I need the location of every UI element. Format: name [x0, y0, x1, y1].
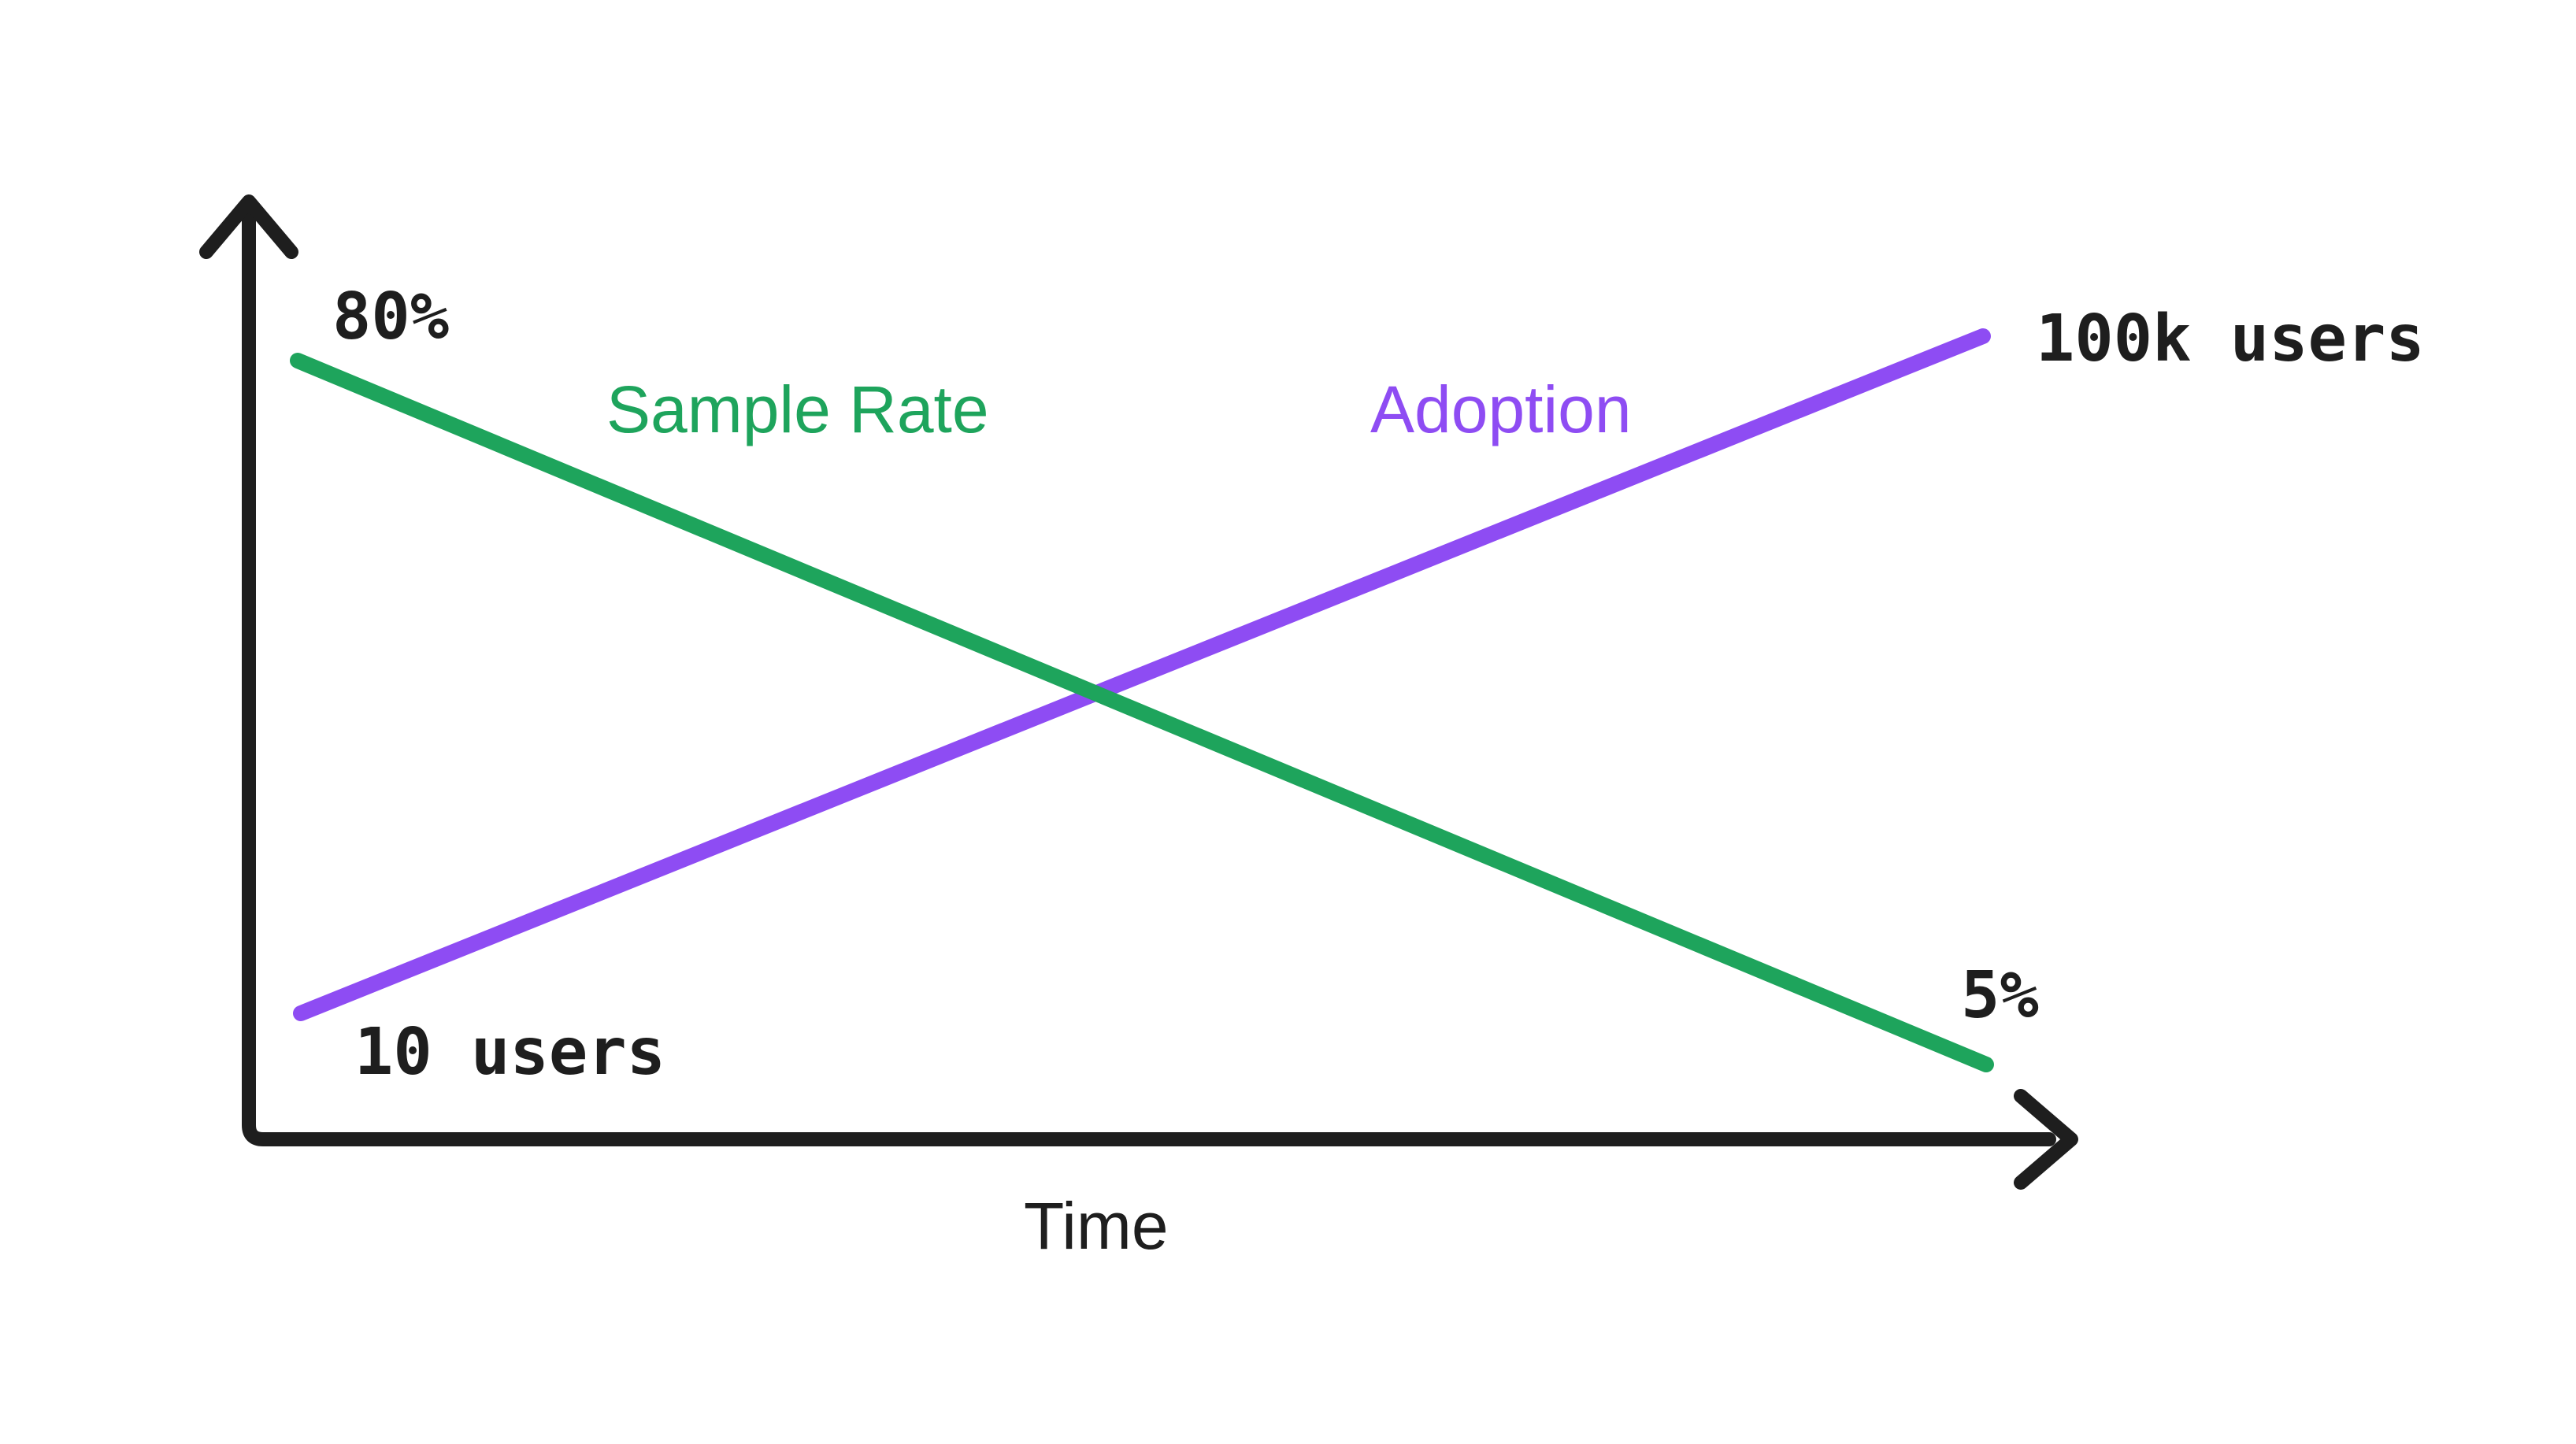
y-axis-arrowhead-icon — [199, 194, 298, 259]
adoption-start-value: 10 users — [354, 1015, 665, 1090]
sample-rate-series-label: Sample Rate — [606, 372, 989, 446]
adoption-line — [293, 328, 1991, 1021]
adoption-series-label: Adoption — [1370, 372, 1632, 446]
x-axis-arrowhead-icon — [2014, 1089, 2078, 1190]
adoption-end-value: 100k users — [2036, 302, 2425, 376]
axes — [242, 196, 2056, 1146]
sample-rate-start-value: 80% — [332, 280, 450, 354]
sample-rate-line — [290, 353, 1994, 1072]
x-axis-label: Time — [1024, 1189, 1169, 1263]
sample-rate-end-value: 5% — [1961, 958, 2039, 1033]
